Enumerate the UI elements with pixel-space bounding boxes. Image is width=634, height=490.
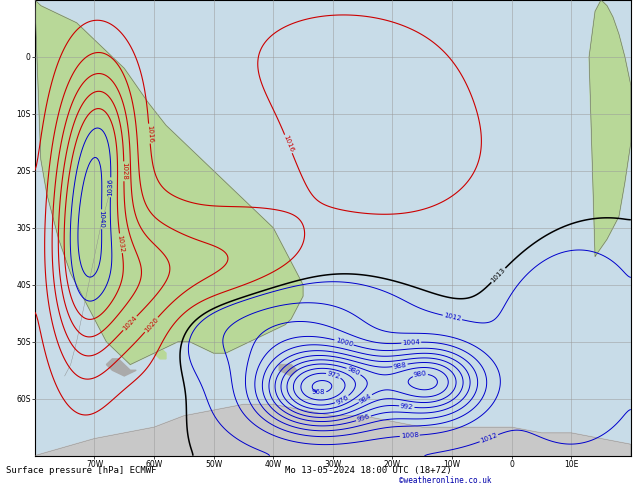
Text: Mo 13-05-2024 18:00 UTC (18+72): Mo 13-05-2024 18:00 UTC (18+72) <box>285 466 452 475</box>
Text: 1013: 1013 <box>490 267 507 284</box>
Text: 1036: 1036 <box>107 178 113 196</box>
Text: 1012: 1012 <box>443 313 462 322</box>
Text: 980: 980 <box>413 370 427 378</box>
Text: 972: 972 <box>327 370 341 380</box>
Text: 1020: 1020 <box>143 316 160 333</box>
Text: 992: 992 <box>400 403 414 410</box>
Text: 1040: 1040 <box>98 210 105 228</box>
Text: Surface pressure [hPa] ECMWF: Surface pressure [hPa] ECMWF <box>6 466 157 475</box>
Polygon shape <box>107 359 136 376</box>
Polygon shape <box>148 347 166 359</box>
Polygon shape <box>589 0 631 256</box>
Text: 1032: 1032 <box>117 234 125 252</box>
Text: 968: 968 <box>312 390 325 395</box>
Text: 996: 996 <box>356 414 371 423</box>
Text: 980: 980 <box>346 366 361 377</box>
Text: ©weatheronline.co.uk: ©weatheronline.co.uk <box>399 476 492 485</box>
Polygon shape <box>35 404 631 456</box>
Polygon shape <box>35 0 303 365</box>
Text: 984: 984 <box>358 392 373 405</box>
Text: 1024: 1024 <box>122 315 138 332</box>
Text: 1028: 1028 <box>120 162 127 180</box>
Text: 1000: 1000 <box>335 337 354 347</box>
Text: 1016: 1016 <box>282 134 295 153</box>
Text: 1016: 1016 <box>146 124 153 143</box>
Text: 976: 976 <box>335 394 349 406</box>
Polygon shape <box>279 365 297 376</box>
Text: 1004: 1004 <box>402 339 420 346</box>
Text: 1012: 1012 <box>479 432 498 444</box>
Text: 988: 988 <box>393 362 407 369</box>
Text: 1008: 1008 <box>401 432 419 440</box>
